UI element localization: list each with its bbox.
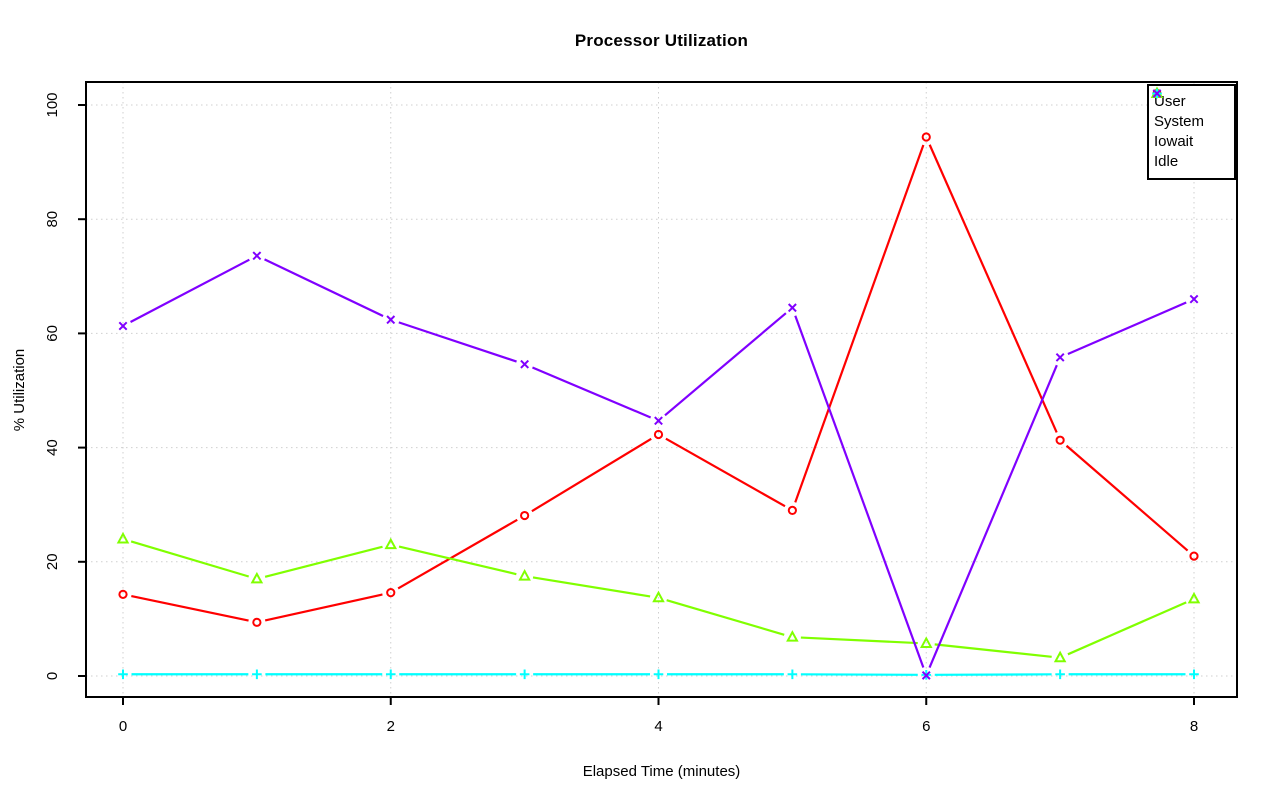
circle-marker-icon <box>252 617 262 627</box>
plot-border <box>85 81 1238 698</box>
triangle-marker-icon <box>919 636 933 648</box>
x-tick-label: 6 <box>922 718 930 735</box>
plus-marker-icon <box>653 669 664 680</box>
triangle-marker-icon <box>1187 591 1201 604</box>
series-segment <box>664 312 787 417</box>
x-marker-icon <box>1152 89 1162 98</box>
series-segment <box>928 144 1058 433</box>
x-marker-icon <box>654 416 663 426</box>
x-marker-icon <box>252 251 262 261</box>
y-tick-label: 20 <box>44 553 61 570</box>
legend-label: Iowait <box>1154 133 1194 150</box>
chart-title: Processor Utilization <box>574 31 749 50</box>
y-tick-label: 100 <box>44 92 61 117</box>
series-iowait <box>118 669 1199 680</box>
legend-label: Idle <box>1154 153 1179 170</box>
series-segment <box>1067 601 1187 656</box>
series-segment <box>264 258 384 318</box>
series-segment <box>1065 444 1189 552</box>
series-segment <box>130 258 250 324</box>
series-segment <box>666 599 785 636</box>
legend-item-iowait: Iowait <box>1152 88 1234 152</box>
circle-marker-icon <box>787 505 797 516</box>
plus-marker-icon <box>1055 669 1065 680</box>
series-segment <box>928 364 1058 669</box>
series-user <box>118 132 1199 627</box>
triangle-marker-icon <box>652 590 665 603</box>
series-segment <box>1067 301 1187 355</box>
legend-label: System <box>1154 113 1205 130</box>
series-idle <box>118 251 1199 680</box>
legend-item-system: System <box>1150 86 1234 132</box>
triangle-marker-icon <box>116 531 130 544</box>
circle-marker-icon <box>1055 435 1065 445</box>
series-segment <box>794 144 925 503</box>
x-marker-icon <box>118 321 128 331</box>
series-segment <box>130 540 250 578</box>
y-tick-label: 0 <box>44 672 61 680</box>
x-marker-icon <box>1189 294 1199 304</box>
series-segment <box>264 545 383 578</box>
series-segment <box>398 321 517 363</box>
circle-marker-icon <box>118 589 128 599</box>
series-segment <box>398 545 517 576</box>
triangle-marker-icon <box>384 537 398 550</box>
y-tick-label: 60 <box>44 325 61 342</box>
x-marker-icon <box>386 315 396 325</box>
plus-marker-icon <box>1189 669 1199 680</box>
legend-item-user: User <box>1152 88 1234 112</box>
series-segment <box>800 636 918 645</box>
plus-marker-icon <box>519 669 530 680</box>
series-segment <box>532 366 652 419</box>
series-system <box>116 531 1201 663</box>
y-tick-label: 40 <box>44 439 61 456</box>
idle-legend-marker-icon <box>1152 89 1162 98</box>
x-axis-title: Elapsed Time (minutes) <box>582 763 741 780</box>
plus-marker-icon <box>252 669 262 680</box>
triangle-marker-icon <box>1053 650 1067 663</box>
y-axis-title: % Utilization <box>11 348 28 432</box>
circle-marker-icon <box>653 429 664 440</box>
x-marker-icon <box>921 671 931 680</box>
plus-marker-icon <box>787 669 798 680</box>
series-segment <box>532 576 651 598</box>
y-tick-label: 80 <box>44 211 61 228</box>
x-tick-label: 8 <box>1190 718 1198 735</box>
series-segment <box>665 437 786 508</box>
circle-marker-icon <box>921 132 931 142</box>
triangle-marker-icon <box>786 630 799 642</box>
plus-marker-icon <box>118 669 128 680</box>
circle-marker-icon <box>1189 551 1199 561</box>
plus-marker-icon <box>385 669 396 680</box>
circle-marker-icon <box>386 588 396 598</box>
x-tick-label: 4 <box>654 718 662 735</box>
series-segment <box>794 315 925 668</box>
circle-marker-icon <box>520 510 530 521</box>
series-segment <box>531 437 652 513</box>
x-marker-icon <box>520 359 530 369</box>
series-segment <box>264 593 383 622</box>
x-marker-icon <box>1055 352 1065 362</box>
x-tick-label: 2 <box>387 718 395 735</box>
series-segment <box>397 518 518 590</box>
series-segment <box>934 643 1052 658</box>
triangle-marker-icon <box>250 571 264 584</box>
x-tick-label: 0 <box>119 718 127 735</box>
legend: User System Iowait Idle <box>1147 84 1236 180</box>
x-marker-icon <box>787 303 797 313</box>
legend-item-idle: Idle <box>1152 89 1234 172</box>
triangle-marker-icon <box>518 568 531 581</box>
series-segment <box>131 595 249 622</box>
